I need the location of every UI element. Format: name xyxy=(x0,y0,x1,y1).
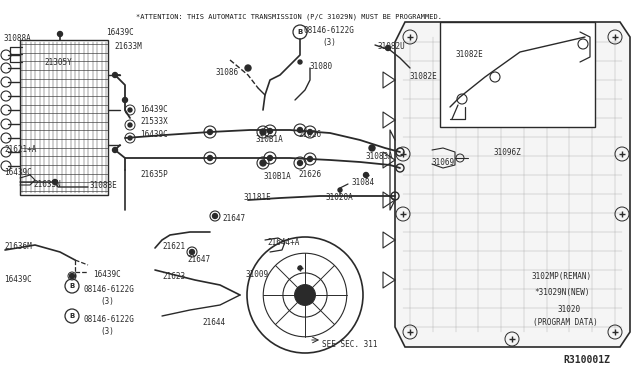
Circle shape xyxy=(298,160,303,166)
Text: 16439C: 16439C xyxy=(106,28,134,37)
Text: 21533X: 21533X xyxy=(140,117,168,126)
Circle shape xyxy=(385,45,390,51)
Text: 16439C: 16439C xyxy=(140,105,168,114)
Text: *ATTENTION: THIS AUTOMATIC TRANSMISSION (P/C 31029N) MUST BE PROGRAMMED.: *ATTENTION: THIS AUTOMATIC TRANSMISSION … xyxy=(136,13,442,19)
Text: 21644: 21644 xyxy=(202,318,225,327)
Text: 21633M: 21633M xyxy=(114,42,141,51)
Circle shape xyxy=(294,285,316,305)
Text: 31088A: 31088A xyxy=(4,34,32,43)
Text: 16439C: 16439C xyxy=(4,168,32,177)
Text: R310001Z: R310001Z xyxy=(563,355,610,365)
Text: 31181E: 31181E xyxy=(244,193,272,202)
Text: 16439C: 16439C xyxy=(4,275,32,284)
Text: 3102MP(REMAN): 3102MP(REMAN) xyxy=(532,272,592,281)
Text: 31082E: 31082E xyxy=(410,72,438,81)
Text: 31082U: 31082U xyxy=(377,42,404,51)
Text: 16439C: 16439C xyxy=(93,270,121,279)
Circle shape xyxy=(298,60,302,64)
Circle shape xyxy=(298,128,303,132)
Text: 21647: 21647 xyxy=(222,214,245,223)
Circle shape xyxy=(298,266,302,270)
Text: 16439C: 16439C xyxy=(140,130,168,139)
Bar xyxy=(20,40,108,195)
Circle shape xyxy=(113,148,118,153)
Circle shape xyxy=(58,32,63,36)
Circle shape xyxy=(207,155,212,160)
Text: B: B xyxy=(69,313,75,319)
Circle shape xyxy=(268,128,273,134)
Text: 21633N: 21633N xyxy=(33,180,61,189)
Text: B: B xyxy=(298,29,303,35)
Circle shape xyxy=(260,129,266,135)
Text: 31020: 31020 xyxy=(558,305,581,314)
Text: 21623: 21623 xyxy=(162,272,185,281)
Text: 310B1A: 310B1A xyxy=(263,172,291,181)
Text: 21636M: 21636M xyxy=(4,242,32,251)
Circle shape xyxy=(122,97,127,103)
Text: (PROGRAM DATA): (PROGRAM DATA) xyxy=(533,318,598,327)
Text: 08146-6122G: 08146-6122G xyxy=(304,26,355,35)
Circle shape xyxy=(70,273,74,279)
Text: 21621: 21621 xyxy=(162,242,185,251)
Circle shape xyxy=(189,250,195,254)
Text: 21626: 21626 xyxy=(298,170,321,179)
Text: 31069: 31069 xyxy=(432,158,455,167)
Circle shape xyxy=(369,145,375,151)
Text: 21635P: 21635P xyxy=(140,170,168,179)
Circle shape xyxy=(338,188,342,192)
Circle shape xyxy=(268,155,273,160)
Circle shape xyxy=(113,73,118,77)
Circle shape xyxy=(207,129,212,135)
Circle shape xyxy=(307,129,312,135)
Circle shape xyxy=(307,157,312,161)
Bar xyxy=(440,22,595,127)
Circle shape xyxy=(260,160,266,166)
Text: 310B1A: 310B1A xyxy=(256,135,284,144)
Text: *31029N(NEW): *31029N(NEW) xyxy=(534,288,589,297)
Circle shape xyxy=(364,173,369,177)
Polygon shape xyxy=(395,22,630,347)
Circle shape xyxy=(212,214,218,218)
Circle shape xyxy=(245,65,251,71)
Circle shape xyxy=(128,108,132,112)
Text: (3): (3) xyxy=(100,297,114,306)
Text: 21305Y: 21305Y xyxy=(44,58,72,67)
Text: SEE SEC. 311: SEE SEC. 311 xyxy=(322,340,378,349)
Text: (3): (3) xyxy=(100,327,114,336)
Text: 21621+A: 21621+A xyxy=(4,145,36,154)
Text: 31088E: 31088E xyxy=(90,181,118,190)
Text: 31020A: 31020A xyxy=(326,193,354,202)
Text: 08146-6122G: 08146-6122G xyxy=(83,315,134,324)
Text: 31009: 31009 xyxy=(246,270,269,279)
Text: 31082E: 31082E xyxy=(456,50,484,59)
Text: 31086: 31086 xyxy=(216,68,239,77)
Circle shape xyxy=(52,180,58,185)
Text: 08146-6122G: 08146-6122G xyxy=(83,285,134,294)
Circle shape xyxy=(128,123,132,127)
Text: 31080: 31080 xyxy=(310,62,333,71)
Text: 31084: 31084 xyxy=(352,178,375,187)
Text: 31096Z: 31096Z xyxy=(494,148,522,157)
Text: 21644+A: 21644+A xyxy=(267,238,300,247)
Circle shape xyxy=(128,136,132,140)
Text: (3): (3) xyxy=(322,38,336,47)
Text: 21626: 21626 xyxy=(298,130,321,139)
Text: 31083A: 31083A xyxy=(366,152,394,161)
Text: B: B xyxy=(69,283,75,289)
Text: 21647: 21647 xyxy=(187,255,210,264)
